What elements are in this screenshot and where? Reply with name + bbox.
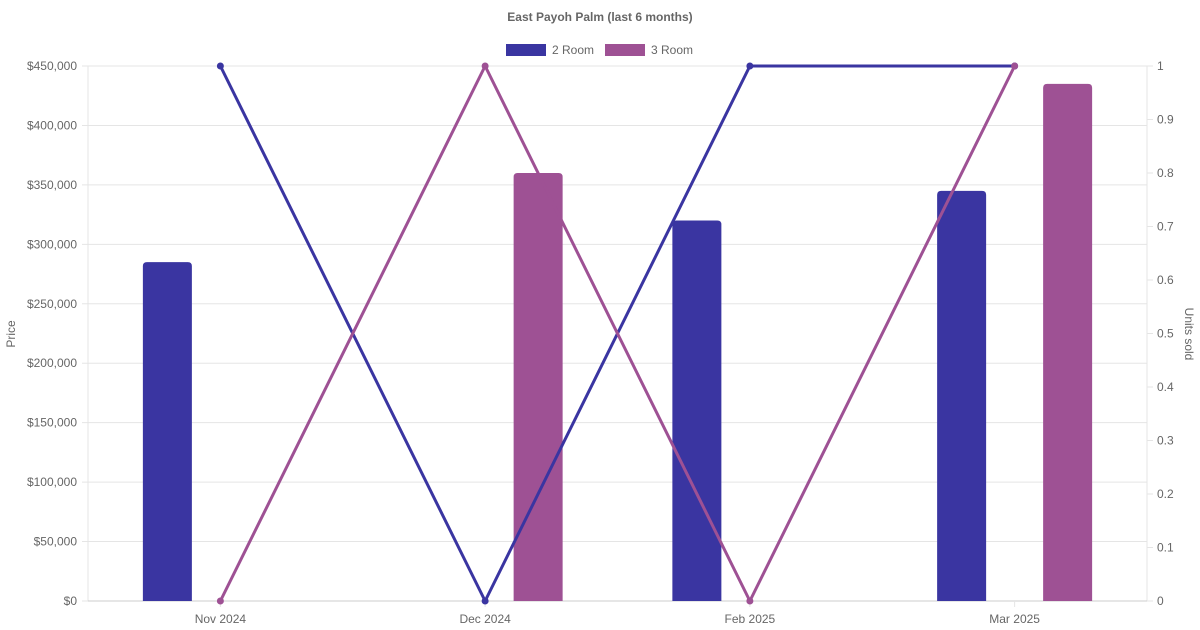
- y-left-tick-label: $250,000: [27, 297, 77, 311]
- point-2-room[interactable]: [216, 62, 224, 70]
- y-right-tick-label: 0.9: [1157, 113, 1174, 127]
- point-3-room[interactable]: [1011, 62, 1019, 70]
- lines: [216, 62, 1019, 605]
- x-tick-label: Dec 2024: [459, 612, 511, 626]
- legend: 2 Room 3 Room: [506, 43, 693, 57]
- legend-item-2-room[interactable]: 2 Room: [506, 43, 594, 57]
- bar-3-room[interactable]: [1043, 83, 1093, 602]
- legend-label-3-room: 3 Room: [651, 43, 693, 57]
- y-right-tick-label: 0.2: [1157, 487, 1174, 501]
- legend-swatch-2-room: [506, 44, 546, 56]
- point-2-room[interactable]: [481, 597, 489, 605]
- x-tick-label: Feb 2025: [725, 612, 776, 626]
- x-tick-label: Nov 2024: [195, 612, 247, 626]
- x-axis-ticks: Nov 2024 Dec 2024 Feb 2025 Mar 2025: [195, 612, 1041, 626]
- y-axis-left-ticks: $0 $50,000 $100,000 $150,000 $200,000 $250,00…: [27, 59, 77, 608]
- point-3-room[interactable]: [746, 597, 754, 605]
- bar-2-room[interactable]: [937, 190, 987, 602]
- chart-title: East Payoh Palm (last 6 months): [507, 10, 692, 24]
- y-right-tick-label: 0.7: [1157, 220, 1174, 234]
- point-3-room[interactable]: [481, 62, 489, 70]
- y-axis-left-title: Price: [4, 320, 18, 348]
- y-right-tick-label: 0.5: [1157, 327, 1174, 341]
- bars: [142, 83, 1093, 602]
- y-axis-right-title: Units sold: [1182, 308, 1196, 361]
- bar-2-room[interactable]: [142, 262, 192, 601]
- y-left-tick-label: $100,000: [27, 475, 77, 489]
- line-3-room: [219, 64, 1016, 603]
- y-left-tick-label: $300,000: [27, 237, 77, 251]
- y-left-tick-label: $400,000: [27, 118, 77, 132]
- y-left-tick-label: $0: [64, 594, 78, 608]
- y-left-tick-label: $50,000: [34, 535, 78, 549]
- legend-item-3-room[interactable]: 3 Room: [605, 43, 693, 57]
- y-axis-right-ticks: 0 0.1 0.2 0.3 0.4 0.5 0.6 0.7 0.8 0.9 1: [1157, 59, 1174, 608]
- y-right-tick-label: 0.3: [1157, 434, 1174, 448]
- y-right-tick-label: 0: [1157, 594, 1164, 608]
- legend-label-2-room: 2 Room: [552, 43, 594, 57]
- x-tick-label: Mar 2025: [989, 612, 1040, 626]
- point-2-room[interactable]: [746, 62, 754, 70]
- y-right-tick-label: 1: [1157, 59, 1164, 73]
- y-left-tick-label: $200,000: [27, 356, 77, 370]
- y-right-tick-label: 0.4: [1157, 380, 1174, 394]
- y-left-tick-label: $150,000: [27, 416, 77, 430]
- y-right-tick-label: 0.1: [1157, 541, 1174, 555]
- y-left-tick-label: $450,000: [27, 59, 77, 73]
- y-right-tick-label: 0.6: [1157, 273, 1174, 287]
- bar-3-room[interactable]: [513, 173, 563, 601]
- y-left-tick-label: $350,000: [27, 178, 77, 192]
- point-3-room[interactable]: [216, 597, 224, 605]
- bar-2-room[interactable]: [672, 220, 722, 602]
- legend-swatch-3-room: [605, 44, 645, 56]
- y-right-tick-label: 0.8: [1157, 166, 1174, 180]
